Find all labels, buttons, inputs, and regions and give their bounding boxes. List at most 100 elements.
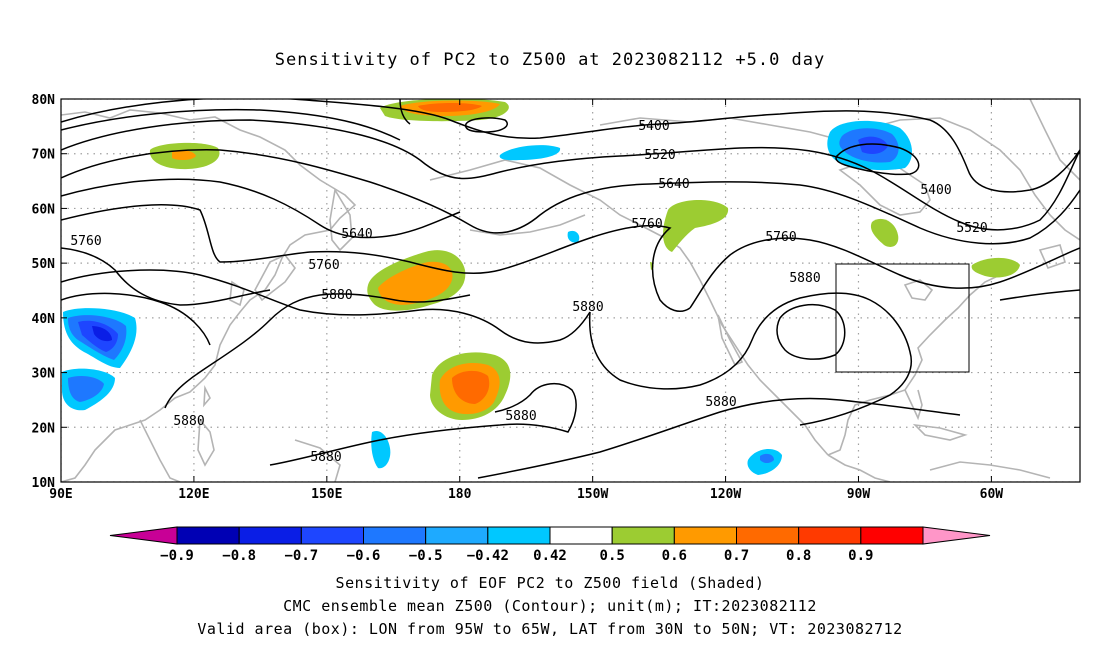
colorbar-tick-label: 0.8 bbox=[786, 548, 811, 564]
contour-label-5880-f: 5880 bbox=[705, 395, 736, 410]
coast-asia bbox=[61, 109, 357, 482]
shade-green-labrador bbox=[870, 218, 899, 247]
coast-baja bbox=[717, 314, 744, 367]
shade-darkblue-hudson bbox=[858, 136, 888, 154]
contour-label-5880-e: 5880 bbox=[505, 409, 536, 424]
colorbar-tick-label: 0.42 bbox=[533, 548, 567, 564]
lat-tick-label: 70N bbox=[32, 148, 56, 163]
coast-indochina bbox=[139, 419, 181, 482]
contour-5880-closed-mexico bbox=[776, 303, 846, 360]
contour-5400-main bbox=[61, 99, 1080, 193]
coast-newguinea bbox=[294, 439, 341, 482]
lat-tick-label: 30N bbox=[32, 367, 56, 382]
contour-5400-arctic-top bbox=[399, 99, 411, 125]
colorbar-tick-label: 0.5 bbox=[600, 548, 625, 564]
contour-5880-east-branch bbox=[999, 289, 1080, 301]
contour-5520 bbox=[61, 119, 1080, 231]
plot-title: Sensitivity of PC2 to Z500 at 2023082112… bbox=[274, 50, 826, 70]
contour-5520-upper bbox=[61, 108, 401, 141]
z500-contours bbox=[61, 99, 1080, 479]
coast-taiwan bbox=[203, 384, 211, 408]
colorbar-tick-label: −0.42 bbox=[467, 548, 509, 564]
contour-label-5880-c: 5880 bbox=[789, 271, 820, 286]
shade-blue-beringsea bbox=[499, 145, 561, 161]
colorbar-box bbox=[487, 526, 551, 545]
colorbar-box bbox=[238, 526, 302, 545]
contour-label-5760-c: 5760 bbox=[631, 217, 662, 232]
colorbar-tick-label: 0.9 bbox=[848, 548, 873, 564]
colorbar-tick-label: 0.6 bbox=[662, 548, 687, 564]
shade-green-atlantic bbox=[971, 257, 1020, 278]
shade-orange-pacific-west bbox=[378, 261, 453, 305]
colorbar-box bbox=[176, 526, 240, 545]
colorbar-box bbox=[611, 526, 675, 545]
valid-area-box bbox=[835, 263, 970, 373]
coast-philippines bbox=[197, 417, 215, 467]
contour-label-5760-b: 5760 bbox=[308, 258, 339, 273]
map-frame bbox=[60, 98, 1081, 483]
colorbar-box bbox=[549, 526, 613, 545]
coast-na-west bbox=[689, 261, 829, 456]
colorbar-box bbox=[860, 526, 924, 545]
colorbar-tick-label: −0.8 bbox=[222, 548, 256, 564]
contour-label-5760-a: 5760 bbox=[70, 234, 101, 249]
contour-5760-west bbox=[61, 204, 691, 312]
colorbar-low-triangle bbox=[109, 526, 178, 545]
footer-caption-contour: CMC ensemble mean Z500 (Contour); unit(m… bbox=[283, 597, 817, 615]
colorbar-box bbox=[736, 526, 800, 545]
contour-label-5400-a: 5400 bbox=[638, 119, 669, 134]
shade-midblue-bengal bbox=[68, 376, 104, 402]
contour-label-5640-b: 5640 bbox=[341, 227, 372, 242]
lat-tick-label: 60N bbox=[32, 202, 56, 217]
contour-label-5520-a: 5520 bbox=[644, 148, 675, 163]
contour-label-5880-b: 5880 bbox=[572, 300, 603, 315]
lon-tick-label: 90E bbox=[49, 487, 72, 502]
shade-darkorange-pacific-central bbox=[452, 370, 490, 404]
coast-newfoundland bbox=[1038, 244, 1066, 270]
shade-darkorange-aleutian-north bbox=[418, 103, 482, 112]
shade-midblue-eastpac bbox=[760, 453, 774, 463]
lon-tick-label: 90W bbox=[847, 487, 871, 502]
lon-tick-label: 120E bbox=[178, 487, 209, 502]
lon-tick-label: 150W bbox=[577, 487, 608, 502]
lon-tick-label: 180 bbox=[448, 487, 472, 502]
colorbar-box bbox=[798, 526, 862, 545]
contour-5880-west bbox=[61, 269, 591, 344]
contour-5760-west-label bbox=[61, 247, 271, 306]
lon-tick-label: 120W bbox=[710, 487, 741, 502]
coast-aleutians bbox=[469, 214, 586, 236]
coast-kamchatka bbox=[329, 187, 353, 252]
contour-5760-east bbox=[689, 237, 1080, 309]
contour-label-5880-g: 5880 bbox=[310, 450, 341, 465]
colorbar-tick-label: −0.7 bbox=[284, 548, 318, 564]
contour-5880-sw-edge bbox=[61, 292, 211, 346]
contour-5400-low-hudson bbox=[835, 143, 920, 176]
contour-label-5880-a: 5880 bbox=[321, 288, 352, 303]
lat-tick-label: 80N bbox=[32, 93, 56, 108]
colorbar-box bbox=[673, 526, 737, 545]
colorbar-box bbox=[300, 526, 365, 545]
contour-label-5760-d: 5760 bbox=[765, 230, 796, 245]
lon-tick-label: 60W bbox=[980, 487, 1004, 502]
lat-tick-label: 40N bbox=[32, 312, 56, 327]
contour-5880-bottom bbox=[269, 383, 577, 466]
colorbar: −0.9 −0.8 −0.7 −0.6 −0.5 −0.42 0.42 0.5 0.6 0.7 0.… bbox=[109, 526, 991, 564]
shade-blue-gulf-alaska bbox=[567, 230, 580, 243]
coast-florida bbox=[904, 389, 923, 421]
coast-japan bbox=[254, 254, 296, 302]
shade-green-canada-west bbox=[663, 199, 729, 252]
shade-orange-siberia bbox=[172, 150, 196, 161]
coast-south-america bbox=[929, 461, 1051, 479]
contour-label-5880-d: 5880 bbox=[173, 414, 204, 429]
contour-label-5520-b: 5520 bbox=[956, 221, 987, 236]
footer-caption-valid-area: Valid area (box): LON from 95W to 65W, L… bbox=[197, 620, 903, 638]
contour-label-5400-b: 5400 bbox=[920, 183, 951, 198]
contour-5880-southwest bbox=[164, 293, 471, 409]
shade-navy-india bbox=[92, 326, 112, 342]
coast-central-america bbox=[827, 454, 891, 482]
coast-cuba bbox=[912, 423, 968, 441]
lat-tick-label: 10N bbox=[32, 476, 56, 491]
map-axes: 90E 120E 150E 180 150W 120W 90W 60W 80N 70N 60N 50N… bbox=[32, 93, 1080, 502]
colorbar-high-triangle bbox=[922, 526, 991, 545]
